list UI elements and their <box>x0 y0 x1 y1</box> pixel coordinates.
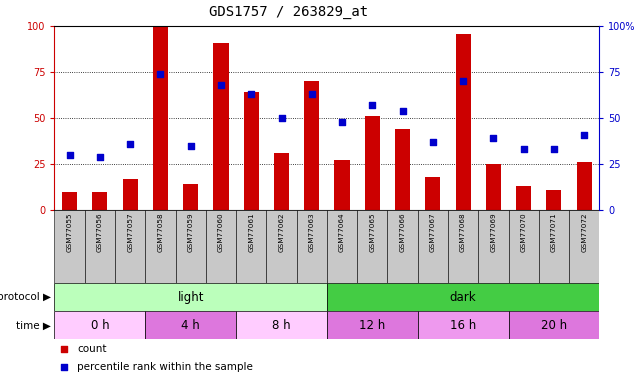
Point <box>397 108 408 114</box>
Point <box>65 152 75 158</box>
Bar <box>546 190 562 210</box>
Point <box>95 154 105 160</box>
Bar <box>357 210 387 283</box>
Text: GSM77065: GSM77065 <box>369 212 376 252</box>
Text: protocol ▶: protocol ▶ <box>0 292 51 302</box>
Point <box>428 139 438 145</box>
Point <box>549 146 559 152</box>
Point <box>186 143 196 149</box>
Text: GSM77063: GSM77063 <box>309 212 315 252</box>
Bar <box>122 179 138 210</box>
Text: 12 h: 12 h <box>359 319 385 332</box>
Point <box>155 71 165 77</box>
Bar <box>418 210 448 283</box>
Bar <box>516 186 531 210</box>
Bar <box>569 210 599 283</box>
Text: 0 h: 0 h <box>90 319 109 332</box>
Bar <box>327 283 599 311</box>
Bar <box>92 192 108 210</box>
Point <box>306 91 317 97</box>
Point <box>458 78 469 84</box>
Bar <box>176 210 206 283</box>
Text: GSM77055: GSM77055 <box>67 212 72 252</box>
Text: GSM77067: GSM77067 <box>430 212 436 252</box>
Bar <box>365 116 380 210</box>
Bar <box>304 81 319 210</box>
Bar <box>236 210 267 283</box>
Bar <box>267 210 297 283</box>
Bar <box>395 129 410 210</box>
Text: percentile rank within the sample: percentile rank within the sample <box>78 362 253 372</box>
Bar <box>327 311 418 339</box>
Text: GSM77062: GSM77062 <box>278 212 285 252</box>
Bar <box>54 210 85 283</box>
Text: 4 h: 4 h <box>181 319 200 332</box>
Bar <box>54 283 327 311</box>
Bar <box>335 160 349 210</box>
Text: time ▶: time ▶ <box>17 320 51 330</box>
Bar <box>539 210 569 283</box>
Text: GSM77066: GSM77066 <box>399 212 406 252</box>
Bar <box>327 210 357 283</box>
Point <box>59 364 69 370</box>
Text: GSM77059: GSM77059 <box>188 212 194 252</box>
Bar <box>206 210 236 283</box>
Text: GSM77071: GSM77071 <box>551 212 557 252</box>
Text: 16 h: 16 h <box>450 319 476 332</box>
Point <box>519 146 529 152</box>
Point <box>216 82 226 88</box>
Bar <box>153 26 168 210</box>
Point <box>488 135 499 141</box>
Bar <box>54 311 146 339</box>
Bar <box>448 210 478 283</box>
Text: GSM77061: GSM77061 <box>248 212 254 252</box>
Bar <box>577 162 592 210</box>
Bar <box>508 210 539 283</box>
Bar <box>387 210 418 283</box>
Point <box>337 119 347 125</box>
Text: GSM77058: GSM77058 <box>158 212 163 252</box>
Text: light: light <box>178 291 204 304</box>
Text: GSM77064: GSM77064 <box>339 212 345 252</box>
Bar <box>85 210 115 283</box>
Bar <box>146 311 236 339</box>
Bar <box>183 184 198 210</box>
Text: GSM77057: GSM77057 <box>127 212 133 252</box>
Point <box>125 141 135 147</box>
Text: 20 h: 20 h <box>541 319 567 332</box>
Point <box>246 91 256 97</box>
Text: GSM77068: GSM77068 <box>460 212 466 252</box>
Point <box>276 115 287 121</box>
Bar <box>486 164 501 210</box>
Bar <box>425 177 440 210</box>
Text: count: count <box>78 344 107 354</box>
Bar <box>146 210 176 283</box>
Text: GSM77072: GSM77072 <box>581 212 587 252</box>
Bar <box>236 311 327 339</box>
Text: dark: dark <box>450 291 476 304</box>
Bar <box>418 311 508 339</box>
Text: GSM77056: GSM77056 <box>97 212 103 252</box>
Bar <box>244 92 259 210</box>
Text: 8 h: 8 h <box>272 319 291 332</box>
Point <box>579 132 589 138</box>
Point <box>59 346 69 352</box>
Text: GSM77070: GSM77070 <box>520 212 527 252</box>
Text: GSM77069: GSM77069 <box>490 212 496 252</box>
Point <box>367 102 378 108</box>
Text: GDS1757 / 263829_at: GDS1757 / 263829_at <box>209 5 368 19</box>
Bar <box>297 210 327 283</box>
Bar <box>213 43 229 210</box>
Bar <box>115 210 146 283</box>
Bar <box>62 192 77 210</box>
Bar <box>456 34 470 210</box>
Bar <box>478 210 508 283</box>
Bar <box>508 311 599 339</box>
Text: GSM77060: GSM77060 <box>218 212 224 252</box>
Bar <box>274 153 289 210</box>
